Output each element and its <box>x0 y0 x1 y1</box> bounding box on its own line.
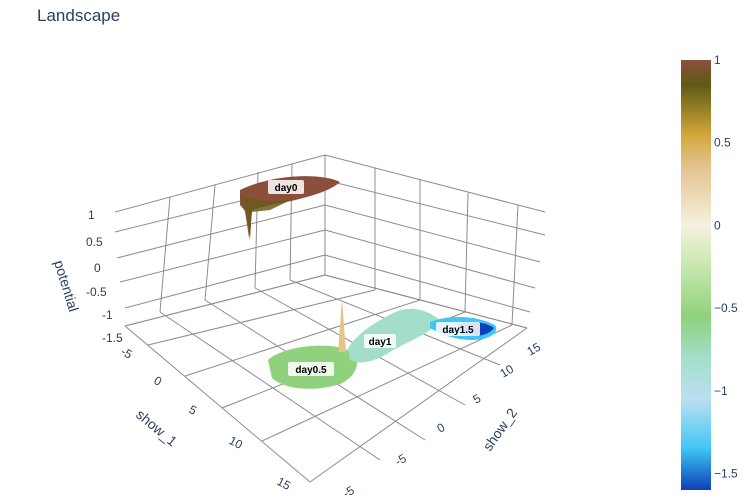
scene-grid <box>114 154 546 483</box>
y-tick-label: 10 <box>498 362 517 381</box>
annotation-day0: day0 <box>268 180 304 194</box>
z-tick-label: -0.5 <box>86 285 107 299</box>
colorbar-gradient-bar <box>681 60 711 490</box>
z-tick-label: 1 <box>88 208 95 222</box>
annotation-day0-5: day0.5 <box>288 362 334 376</box>
x-tick-label: -5 <box>119 344 135 362</box>
y-axis: -5 -5 0 5 10 15 show_2 <box>341 340 544 500</box>
x-tick-label: 5 <box>187 402 200 418</box>
surface-spike <box>338 298 346 352</box>
x-tick-label: 10 <box>227 433 246 452</box>
y-tick-label: 0 <box>435 420 448 436</box>
x-tick-label: 0 <box>152 373 165 389</box>
y-tick-label: -5 <box>393 451 410 469</box>
svg-text:day1: day1 <box>369 337 392 348</box>
x-axis-title: show_1 <box>133 406 180 449</box>
surface-basin-day0 <box>240 176 340 240</box>
back-wall-right <box>324 154 546 329</box>
y-tick-label: 5 <box>471 391 484 407</box>
colorbar-tick-label: −1 <box>714 384 728 398</box>
colorbar-tick-label: −0.5 <box>714 301 738 315</box>
surface-basin-day0-shadow <box>240 195 295 238</box>
y-tick-label: 15 <box>525 340 544 359</box>
z-tick-label: -1.5 <box>102 331 123 345</box>
back-wall-left <box>114 154 326 327</box>
svg-text:day0: day0 <box>275 183 298 194</box>
z-tick-label: -1 <box>102 308 113 322</box>
svg-text:day0.5: day0.5 <box>295 365 327 376</box>
annotation-day1-5: day1.5 <box>436 322 480 336</box>
y-axis-title: show_2 <box>479 405 520 454</box>
colorbar-tick-label: 0 <box>714 218 721 232</box>
x-axis: -5 0 5 10 15 show_1 <box>119 344 294 493</box>
colorbar[interactable]: 1 0.5 0 −0.5 −1 −1.5 <box>681 53 738 490</box>
colorbar-tick-label: 0.5 <box>714 136 731 150</box>
x-tick-label: 15 <box>275 474 294 493</box>
chart-title: Landscape <box>37 6 121 25</box>
z-tick-label: 0 <box>94 261 101 275</box>
potential-surface[interactable] <box>240 176 497 389</box>
colorbar-tick-label: −1.5 <box>714 467 738 481</box>
z-axis-title: potential <box>51 258 82 313</box>
annotation-day1: day1 <box>364 334 396 348</box>
z-tick-label: 0.5 <box>86 235 103 249</box>
svg-text:day1.5: day1.5 <box>442 325 474 336</box>
z-axis: 1 0.5 0 -0.5 -1 -1.5 potential <box>51 208 123 345</box>
y-tick-label: -5 <box>341 483 358 500</box>
colorbar-tick-label: 1 <box>714 53 721 67</box>
annotations: day0 day0.5 day1 day1.5 <box>268 180 480 376</box>
colorbar-ticks: 1 0.5 0 −0.5 −1 −1.5 <box>714 53 738 481</box>
